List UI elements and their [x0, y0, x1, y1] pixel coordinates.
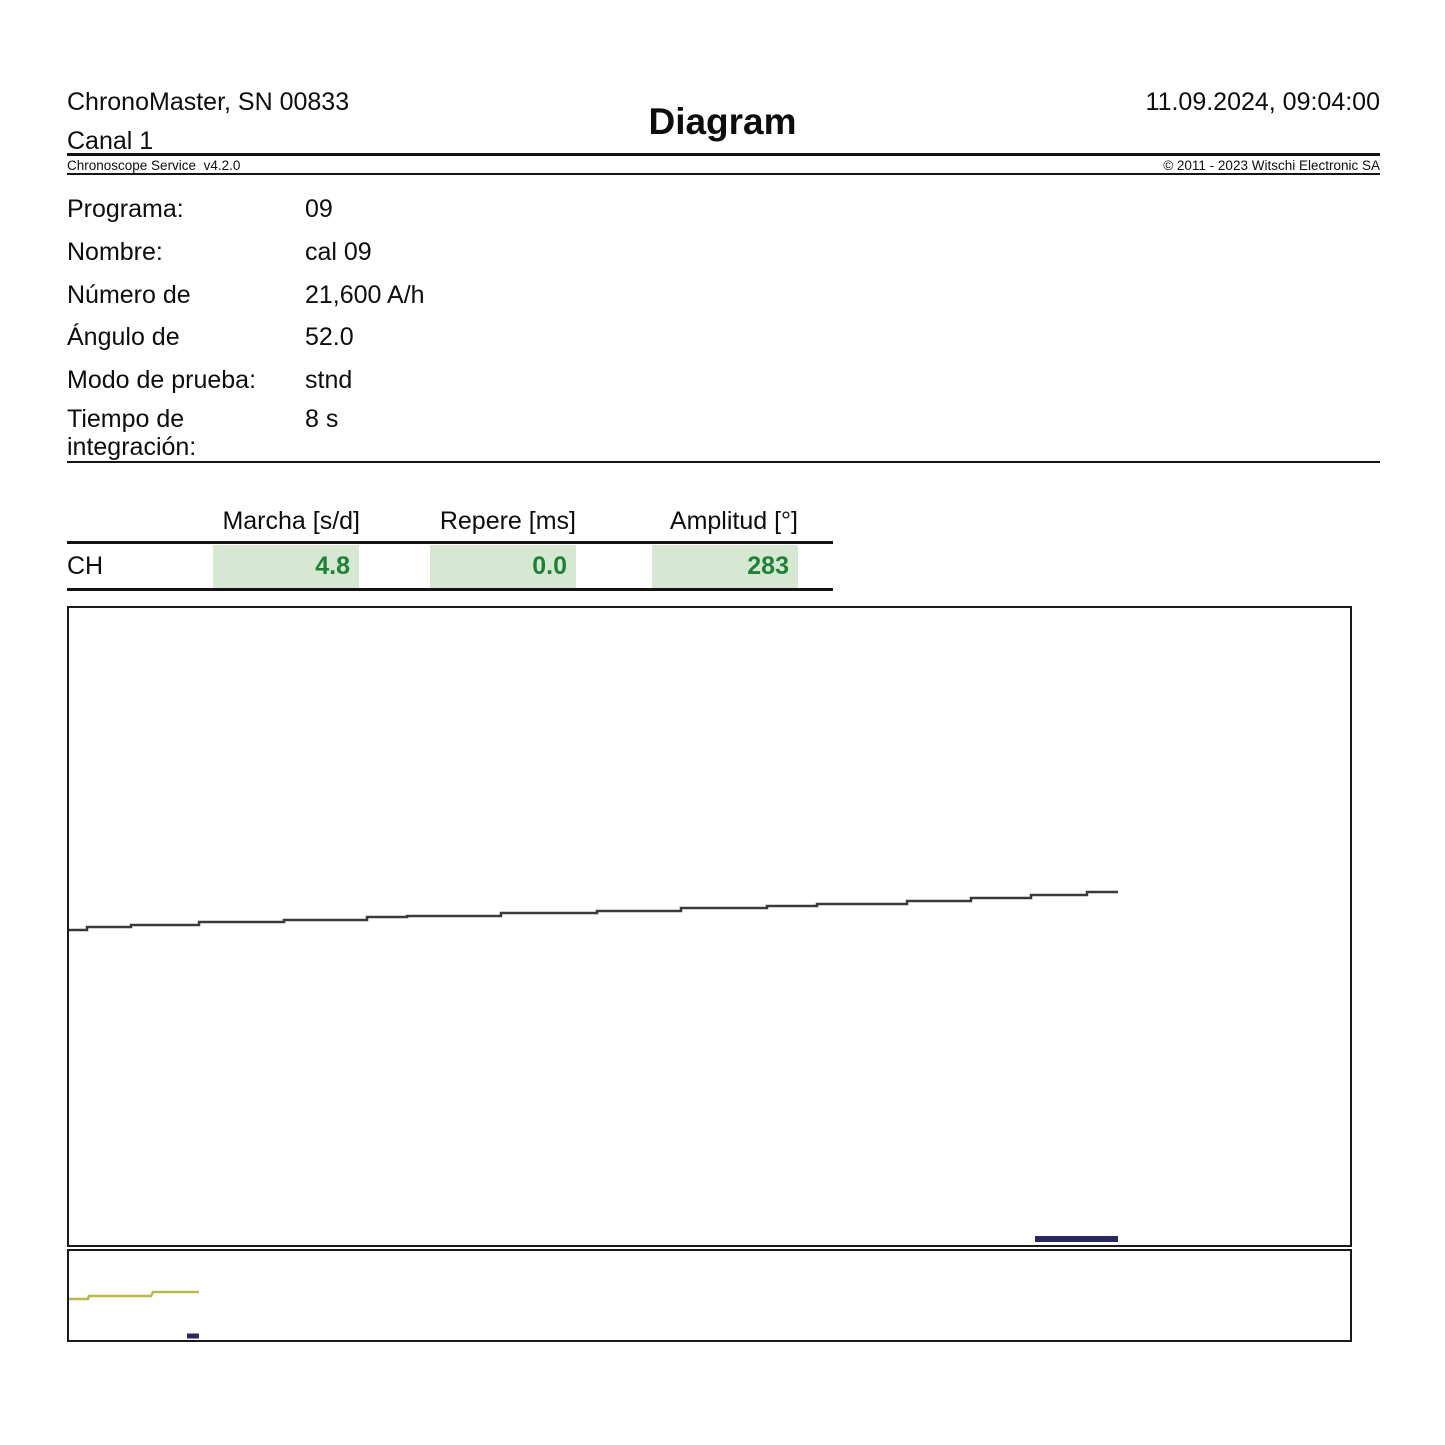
- param-value: stnd: [305, 366, 353, 394]
- mini-trace: [69, 1290, 199, 1301]
- channel-label: Canal 1: [67, 127, 154, 155]
- device-name: ChronoMaster, SN 00833: [67, 88, 350, 116]
- column-header-amplitud: Amplitud [°]: [669, 507, 798, 535]
- main-diagram-svg: [69, 890, 1118, 1242]
- strip-diagram-svg: [69, 1290, 199, 1339]
- param-label: Tiempo de integración:: [67, 405, 197, 461]
- column-header-marcha: Marcha [s/d]: [222, 507, 360, 535]
- param-label: Ángulo de: [67, 323, 180, 351]
- param-label: Número de: [67, 281, 191, 309]
- column-header-repere: Repere [ms]: [439, 507, 576, 535]
- param-label: Nombre:: [67, 238, 163, 266]
- software-version: Chronoscope Service v4.2.0: [67, 158, 241, 173]
- param-value: cal 09: [305, 238, 372, 266]
- chart-panel-strip: [67, 1249, 1352, 1342]
- page-title: Diagram: [648, 101, 797, 142]
- chart-panel-main: [67, 606, 1352, 1247]
- param-value: 09: [305, 195, 333, 223]
- param-label: Modo de prueba:: [67, 366, 257, 394]
- rate-trace: [69, 890, 1118, 932]
- result-value-cell: 4.8: [213, 545, 359, 588]
- param-value: 21,600 A/h: [305, 281, 425, 309]
- divider: [67, 461, 1380, 463]
- table-bottom-divider: [67, 588, 833, 591]
- copyright: © 2011 - 2023 Witschi Electronic SA: [1163, 158, 1380, 173]
- param-value: 52.0: [305, 323, 354, 351]
- divider: [67, 173, 1380, 175]
- header-datetime: 11.09.2024, 09:04:00: [1145, 88, 1380, 116]
- table-header-divider: [67, 541, 833, 544]
- param-label: Programa:: [67, 195, 184, 223]
- param-value: 8 s: [305, 405, 339, 433]
- result-value-cell: 0.0: [430, 545, 576, 588]
- table-row-label: CH: [67, 552, 104, 580]
- result-value-cell: 283: [652, 545, 798, 588]
- divider: [67, 153, 1380, 156]
